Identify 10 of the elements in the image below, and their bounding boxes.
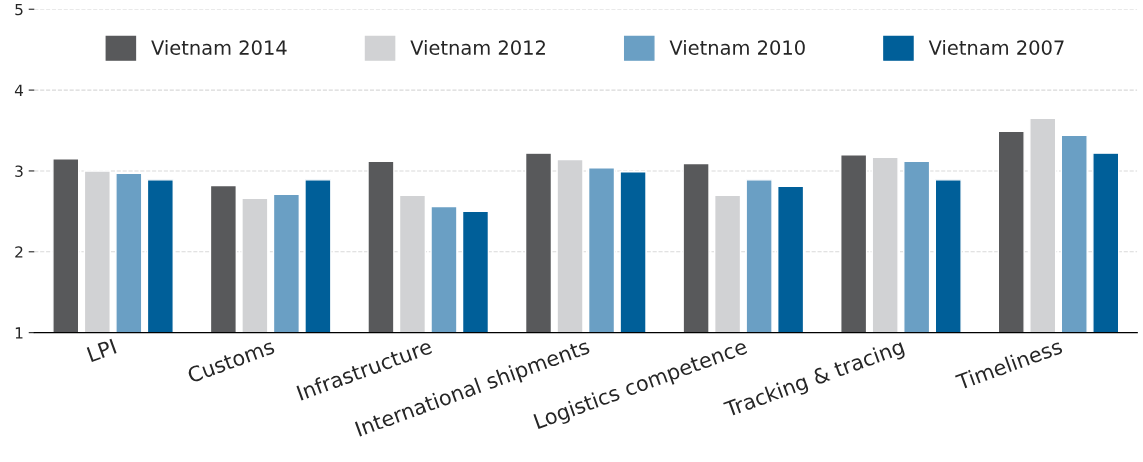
y-tick-label: 5 <box>15 3 23 16</box>
y-tick-label: 4 <box>14 84 24 96</box>
legend-label: Vietnam 2010 <box>669 39 805 55</box>
legend-label: Vietnam 2012 <box>410 39 545 55</box>
y-tick-label: 1 <box>15 327 23 339</box>
legend-label: Vietnam 2007 <box>928 39 1064 55</box>
y-tick-label: 3 <box>15 165 23 177</box>
legend-label: Vietnam 2014 <box>151 39 287 55</box>
x-tick-label: LPI <box>86 338 117 363</box>
y-tick-label: 2 <box>15 246 23 258</box>
